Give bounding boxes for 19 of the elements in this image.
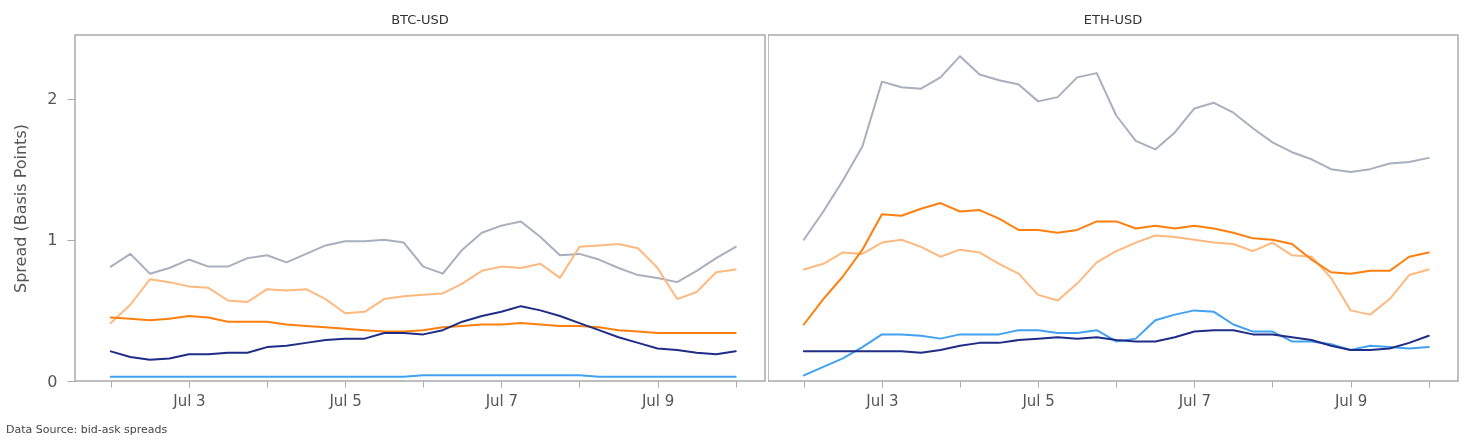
y-axis-title: Spread (Basis Points)	[11, 124, 31, 293]
line-series	[109, 315, 737, 334]
x-tick-label: Jul 9	[640, 391, 675, 410]
line-series	[109, 305, 737, 361]
y-tick-label: 0	[47, 371, 58, 391]
x-tick-label: Jul 5	[328, 391, 362, 410]
line-series	[109, 220, 737, 284]
x-tick-label: Jul 7	[484, 391, 519, 410]
x-tick-label: Jul 3	[172, 391, 206, 410]
x-tick-label: Jul 5	[1021, 391, 1055, 410]
line-series	[109, 243, 737, 325]
source-note: Data Source: bid-ask spreads	[6, 423, 169, 436]
chart-title: BTC-USD	[391, 12, 449, 27]
y-tick-label: 1	[47, 230, 58, 250]
x-tick-label: Jul 7	[1177, 391, 1212, 410]
y-tick-label: 2	[47, 89, 58, 109]
chart-title: ETH-USD	[1083, 12, 1143, 27]
x-tick-label: Jul 9	[1333, 391, 1368, 410]
x-tick-label: Jul 3	[865, 391, 899, 410]
